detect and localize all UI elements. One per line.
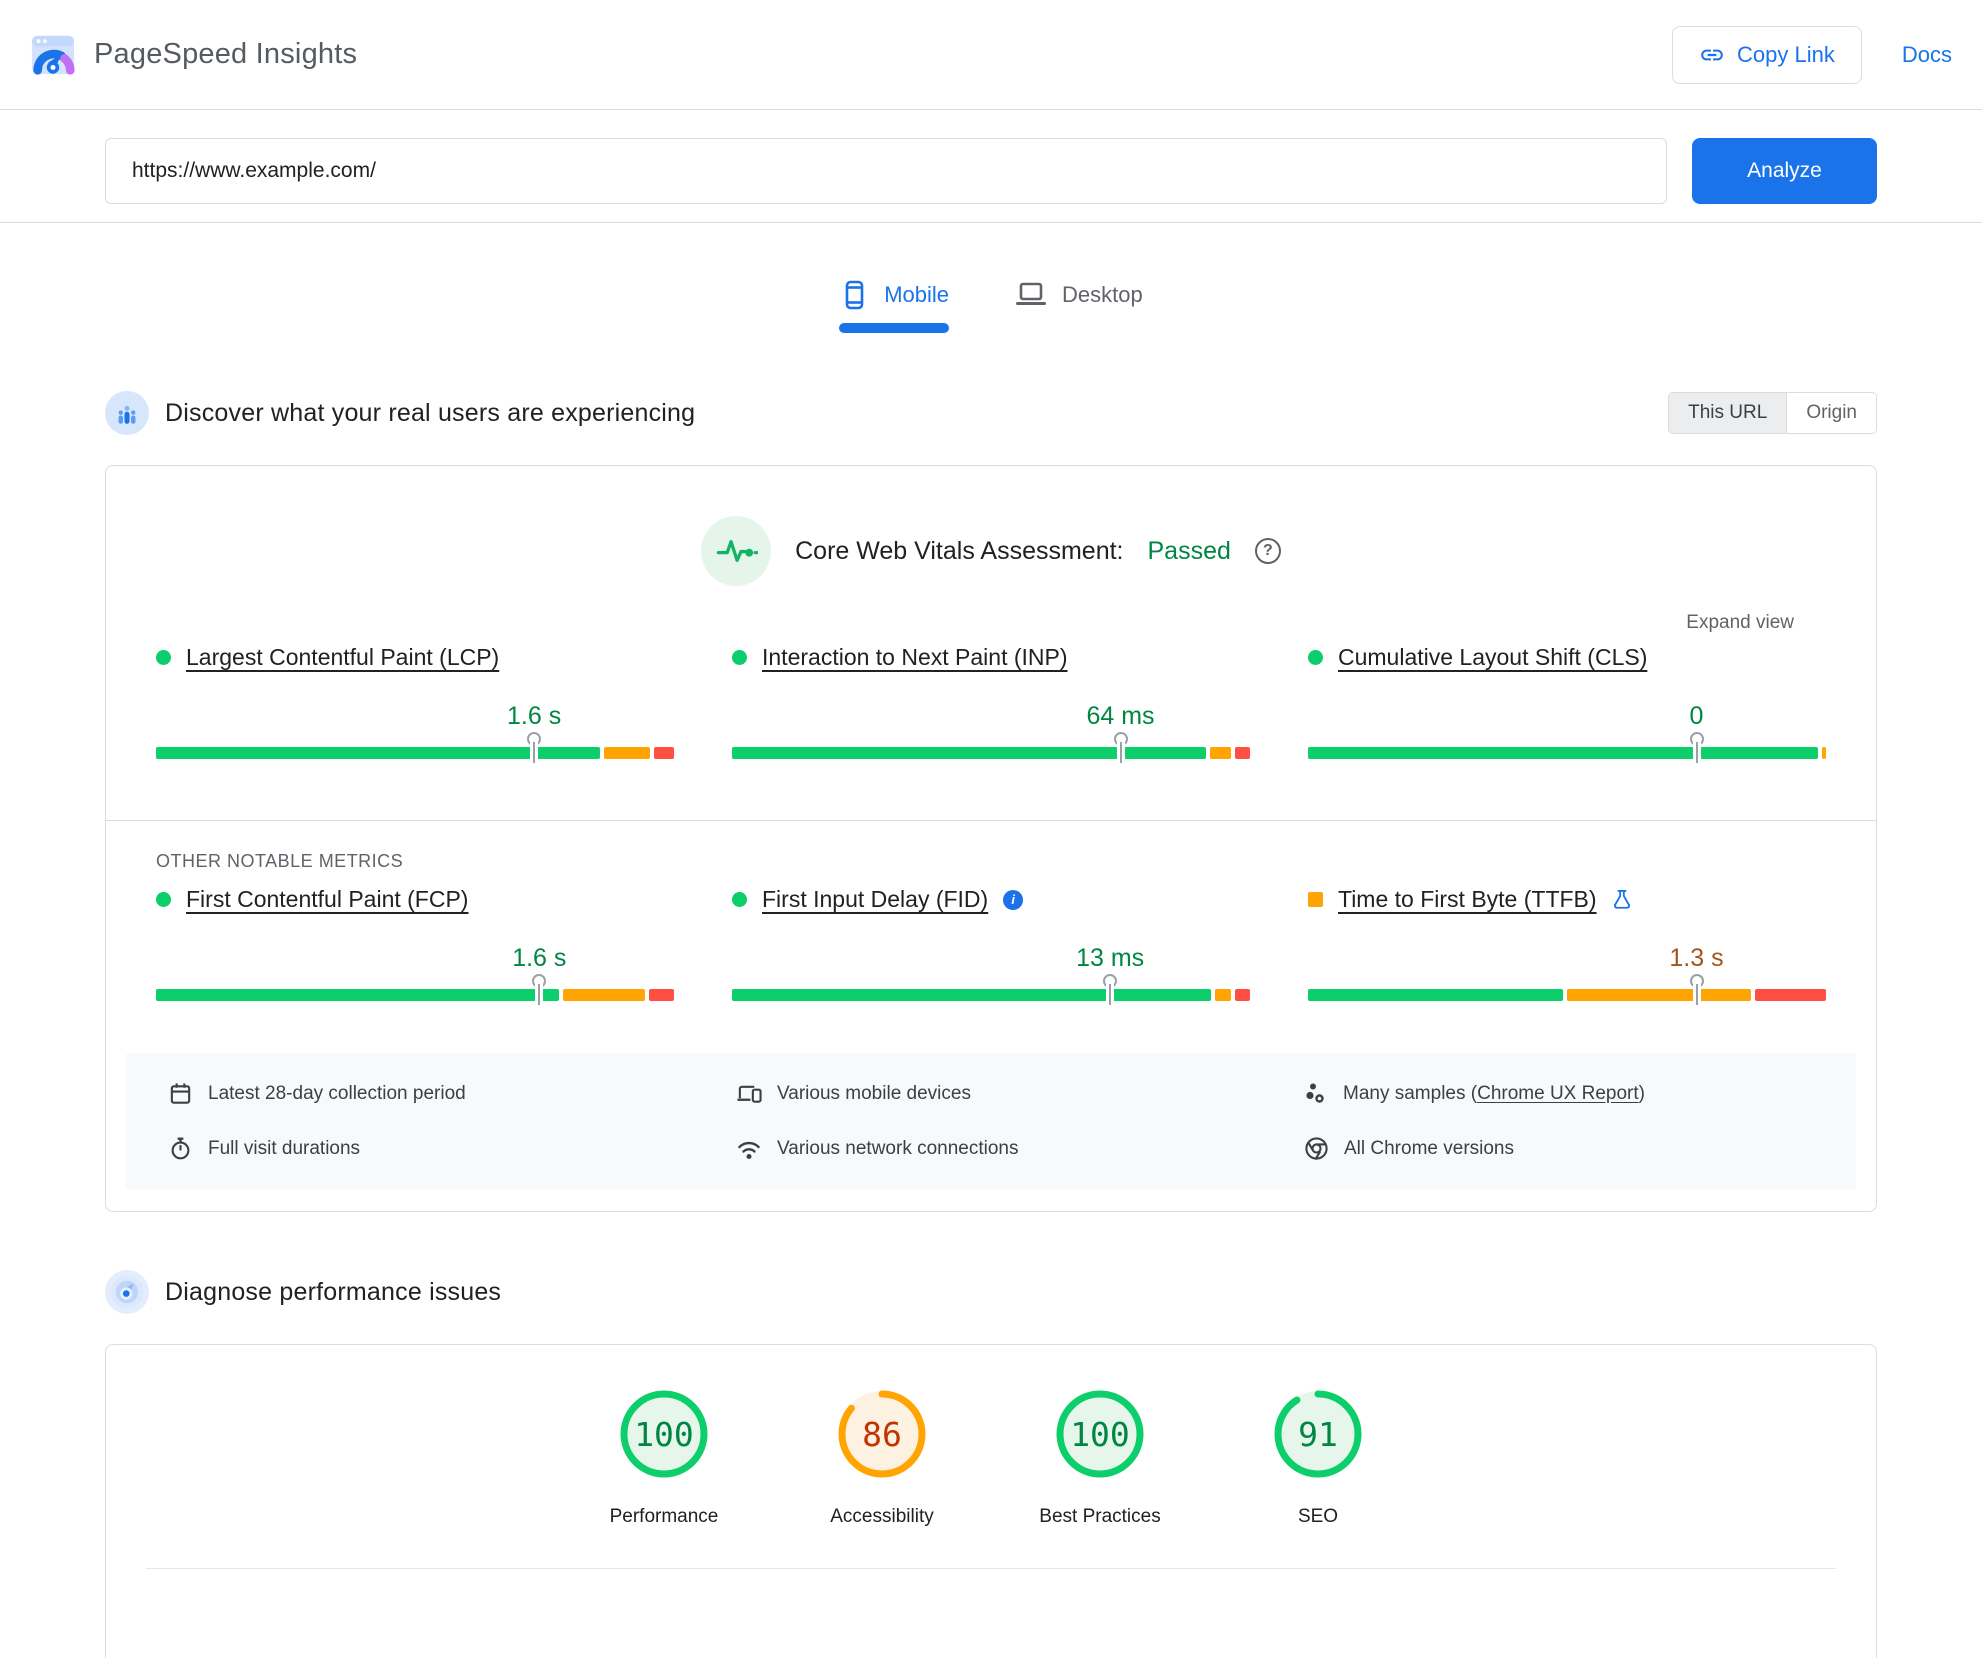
expand-view-link[interactable]: Expand view	[1686, 612, 1794, 633]
ttfb-link[interactable]: Time to First Byte (TTFB)	[1338, 886, 1597, 912]
inp-distribution-bar: 64 ms	[732, 671, 1250, 765]
samples-icon	[1306, 1083, 1324, 1103]
crux-card: Core Web Vitals Assessment: Passed ? Exp…	[105, 465, 1877, 1212]
app-title: PageSpeed Insights	[94, 38, 358, 70]
calendar-icon	[170, 1083, 191, 1104]
other-metrics-label: OTHER NOTABLE METRICS	[156, 851, 404, 871]
fcp-link[interactable]: First Contentful Paint (FCP)	[186, 886, 469, 912]
fid-distribution-bar: 13 ms	[732, 913, 1250, 1007]
tab-desktop[interactable]: Desktop	[1015, 279, 1143, 333]
collection-durations: Full visit durations	[168, 1136, 678, 1161]
core-metrics-grid: Largest Contentful Paint (LCP) 1.6 s Int…	[156, 644, 1826, 765]
cwv-assessment: Core Web Vitals Assessment: Passed ?	[106, 466, 1876, 586]
inp-status-dot	[732, 650, 747, 665]
chrome-ux-report-link[interactable]: Chrome UX Report	[1477, 1082, 1639, 1104]
url-input[interactable]	[105, 138, 1667, 204]
docs-link[interactable]: Docs	[1901, 41, 1952, 67]
lab-inner-divider	[146, 1568, 1836, 1569]
tab-mobile-label: Mobile	[884, 282, 950, 307]
search-divider	[0, 222, 1982, 223]
real-users-icon	[105, 391, 149, 435]
inp-link[interactable]: Interaction to Next Paint (INP)	[762, 644, 1068, 670]
performance-score-ring: 100	[616, 1386, 712, 1482]
ttfb-status-square	[1308, 892, 1323, 907]
analyze-button[interactable]: Analyze	[1692, 138, 1877, 204]
accessibility-label: Accessibility	[830, 1506, 934, 1527]
other-metrics-grid: First Contentful Paint (FCP) 1.6 s First…	[156, 886, 1826, 1007]
crux-section-head: Discover what your real users are experi…	[105, 391, 1877, 435]
mobile-phone-icon	[845, 280, 864, 310]
collection-network: Various network connections	[736, 1136, 1246, 1161]
lcp-distribution-bar: 1.6 s	[156, 671, 675, 765]
gauge-seo[interactable]: 91 SEO	[1209, 1386, 1427, 1528]
collection-info-box: Latest 28-day collection period Various …	[126, 1053, 1856, 1189]
help-icon[interactable]: ?	[1254, 538, 1281, 564]
crux-heading: Discover what your real users are experi…	[165, 398, 696, 427]
fid-link[interactable]: First Input Delay (FID)	[762, 886, 989, 912]
metric-inp: Interaction to Next Paint (INP) 64 ms	[732, 644, 1250, 765]
collection-samples: Many samples (Chrome UX Report)	[1304, 1081, 1814, 1106]
diagnose-gauge-icon	[105, 1270, 149, 1314]
cls-distribution-bar: 0	[1308, 671, 1826, 765]
metric-lcp: Largest Contentful Paint (LCP) 1.6 s	[156, 644, 675, 765]
network-signal-icon	[738, 1141, 760, 1159]
ttfb-distribution-bar: 1.3 s	[1308, 913, 1826, 1007]
search-row: Analyze	[105, 138, 1877, 222]
accessibility-score-ring: 86	[834, 1386, 930, 1482]
collection-devices: Various mobile devices	[736, 1081, 1246, 1106]
pulse-icon	[701, 516, 772, 586]
fid-info-icon[interactable]: i	[1003, 889, 1024, 910]
seo-score-ring: 91	[1270, 1386, 1366, 1482]
cls-link[interactable]: Cumulative Layout Shift (CLS)	[1338, 644, 1648, 670]
scope-toggle: This URL Origin	[1668, 392, 1877, 434]
copy-link-label: Copy Link	[1737, 41, 1835, 67]
gauge-best-practices[interactable]: 100 Best Practices	[991, 1386, 1209, 1528]
toggle-origin[interactable]: Origin	[1786, 393, 1876, 433]
gauge-accessibility[interactable]: 86 Accessibility	[773, 1386, 991, 1528]
brand: PageSpeed Insights	[30, 32, 357, 78]
lcp-link[interactable]: Largest Contentful Paint (LCP)	[186, 644, 500, 670]
app-header: PageSpeed Insights Copy Link Docs	[0, 0, 1982, 110]
lab-section-head: Diagnose performance issues	[105, 1270, 1877, 1314]
tab-desktop-label: Desktop	[1062, 282, 1143, 307]
category-gauges: 100 Performance 86 Accessibility 100 Bes…	[106, 1386, 1876, 1528]
metric-ttfb: Time to First Byte (TTFB) 1.3 s	[1308, 886, 1826, 1007]
performance-label: Performance	[609, 1506, 719, 1527]
active-tab-indicator	[839, 323, 950, 333]
metric-fid: First Input Delay (FID) i 13 ms	[732, 886, 1250, 1007]
cwv-assessment-label: Core Web Vitals Assessment:	[795, 536, 1124, 565]
collection-period: Latest 28-day collection period	[168, 1081, 678, 1106]
devices-icon	[737, 1085, 762, 1103]
chrome-icon	[1305, 1137, 1328, 1161]
fcp-distribution-bar: 1.6 s	[156, 913, 674, 1007]
desktop-laptop-icon	[1016, 282, 1047, 305]
fcp-status-dot	[156, 892, 171, 907]
tab-mobile[interactable]: Mobile	[839, 279, 950, 333]
lab-heading: Diagnose performance issues	[165, 1277, 502, 1306]
best-practices-score-ring: 100	[1052, 1386, 1148, 1482]
cwv-assessment-result: Passed	[1147, 536, 1231, 565]
metric-fcp: First Contentful Paint (FCP) 1.6 s	[156, 886, 674, 1007]
device-tabs: Mobile Desktop	[0, 279, 1982, 333]
gauge-performance[interactable]: 100 Performance	[555, 1386, 773, 1528]
collection-chrome: All Chrome versions	[1304, 1136, 1814, 1161]
seo-label: SEO	[1297, 1506, 1339, 1527]
best-practices-label: Best Practices	[1039, 1506, 1161, 1527]
cls-status-dot	[1308, 650, 1323, 665]
lcp-status-dot	[156, 650, 171, 665]
header-actions: Copy Link Docs	[1672, 25, 1952, 84]
fid-status-dot	[732, 892, 747, 907]
lab-card: 100 Performance 86 Accessibility 100 Bes…	[105, 1344, 1877, 1658]
metric-cls: Cumulative Layout Shift (CLS) 0	[1308, 644, 1826, 765]
experimental-flask-icon[interactable]	[1612, 889, 1632, 911]
link-icon	[1701, 49, 1723, 60]
toggle-this-url[interactable]: This URL	[1669, 393, 1787, 433]
copy-link-button[interactable]: Copy Link	[1672, 25, 1862, 84]
stopwatch-icon	[171, 1137, 190, 1160]
pagespeed-logo-icon	[31, 35, 75, 75]
metrics-divider	[106, 820, 1876, 821]
